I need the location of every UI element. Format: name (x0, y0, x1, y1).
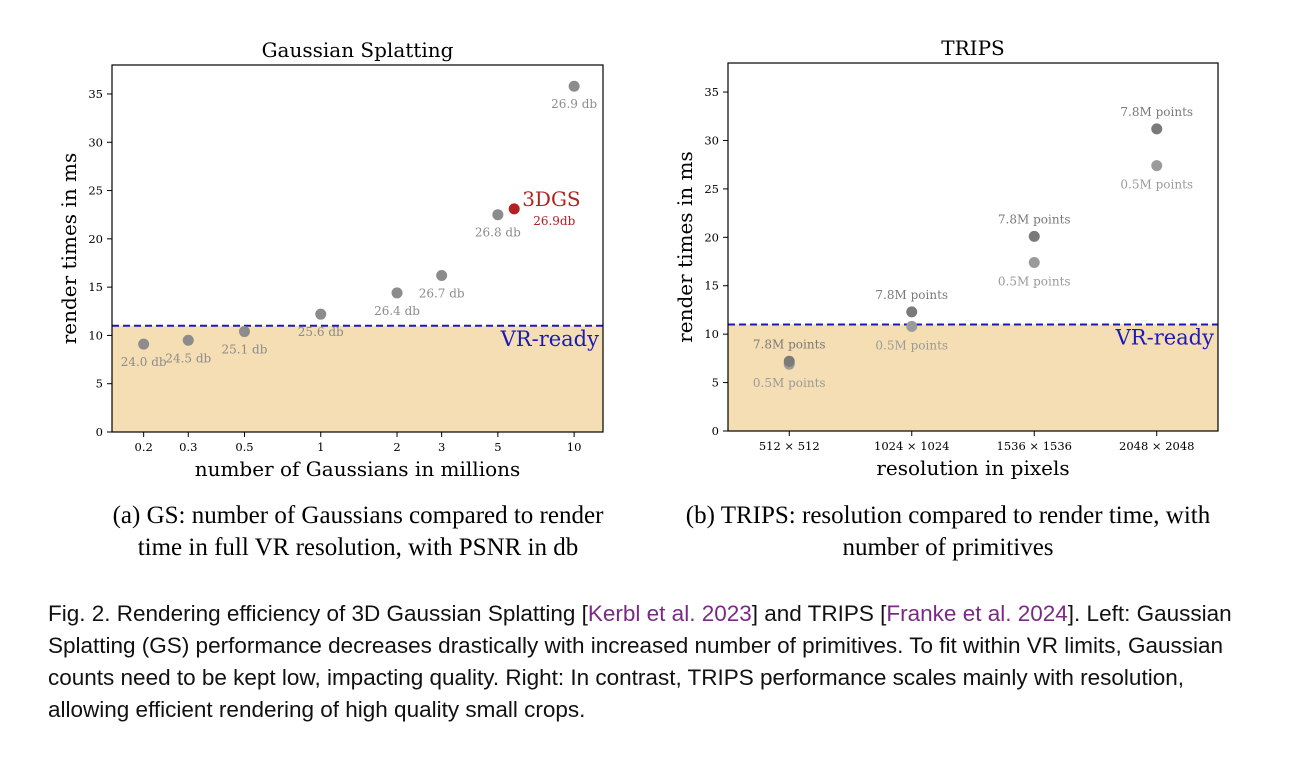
subcaption-a-line2: time in full VR resolution, with PSNR in… (137, 534, 579, 561)
data-label-7.8m: 7.8M points (875, 288, 948, 302)
caption-text-1: Fig. 2. Rendering efficiency of 3D Gauss… (48, 601, 588, 626)
data-point (182, 334, 194, 346)
vr-ready-region (728, 324, 1218, 431)
subcaption-b: (b) TRIPS: resolution compared to render… (648, 500, 1248, 564)
data-label-0.5m: 0.5M points (875, 338, 948, 352)
y-tick-label: 5 (96, 377, 103, 391)
citation-kerbl[interactable]: Kerbl et al. 2023 (587, 601, 752, 626)
data-label: 25.6 db (298, 325, 344, 339)
data-point (492, 209, 504, 221)
caption-text-2: ] and TRIPS [ (751, 601, 887, 626)
x-tick-label: 2 (393, 440, 400, 454)
chart-title: TRIPS (941, 36, 1004, 60)
highlight-label-3dgs: 26.9db (533, 214, 575, 228)
highlight-name-3dgs: 3DGS (522, 187, 580, 211)
highlight-point-3dgs (508, 203, 520, 215)
y-tick-label: 0 (712, 424, 719, 438)
x-axis-label: resolution in pixels (876, 456, 1069, 480)
data-label-0.5m: 0.5M points (1120, 178, 1193, 192)
subcaption-a-line1: (a) GS: number of Gaussians compared to … (112, 502, 604, 529)
data-point-0.5m (1028, 256, 1040, 268)
vr-ready-region (112, 325, 603, 432)
x-tick-label: 2048 × 2048 (1119, 439, 1194, 453)
data-point-0.5m (906, 320, 918, 332)
y-tick-label: 10 (88, 328, 103, 342)
data-label-7.8m: 7.8M points (998, 212, 1071, 226)
y-tick-label: 35 (88, 87, 103, 101)
data-point (436, 270, 448, 282)
x-tick-label: 0.2 (135, 440, 153, 454)
data-label: 25.1 db (222, 343, 268, 357)
y-tick-label: 20 (88, 232, 103, 246)
x-tick-label: 1536 × 1536 (997, 439, 1072, 453)
x-tick-label: 0.3 (179, 440, 197, 454)
data-label: 26.8 db (475, 226, 521, 240)
x-tick-label: 5 (494, 440, 501, 454)
data-point-7.8m (1028, 230, 1040, 242)
data-label: 26.9 db (551, 97, 597, 111)
data-label-0.5m: 0.5M points (753, 376, 826, 390)
data-point-0.5m (1151, 160, 1163, 172)
citation-franke[interactable]: Franke et al. 2024 (886, 601, 1068, 626)
data-label-7.8m: 7.8M points (1120, 105, 1193, 119)
y-tick-label: 35 (704, 85, 719, 99)
vr-ready-label: VR-ready (500, 327, 600, 351)
y-axis-label: render times in ms (673, 151, 697, 343)
y-tick-label: 15 (88, 280, 103, 294)
data-point (568, 80, 580, 92)
x-tick-label: 10 (567, 440, 582, 454)
subcaption-b-line1: (b) TRIPS: resolution compared to render… (685, 502, 1211, 529)
y-axis-label: render times in ms (57, 153, 81, 345)
data-point (315, 308, 327, 320)
data-point-7.8m (1151, 123, 1163, 135)
y-tick-label: 5 (712, 376, 719, 390)
data-point (391, 287, 403, 299)
y-tick-label: 0 (96, 425, 103, 439)
data-label: 24.5 db (165, 351, 211, 365)
data-label: 26.4 db (374, 304, 420, 318)
data-point (138, 338, 150, 350)
x-axis-label: number of Gaussians in millions (195, 457, 521, 481)
subcaption-b-line2: number of primitives (842, 534, 1054, 561)
x-tick-label: 0.5 (235, 440, 253, 454)
data-point (238, 326, 250, 338)
vr-ready-label: VR-ready (1115, 325, 1215, 349)
y-tick-label: 25 (88, 184, 103, 198)
subcaption-a: (a) GS: number of Gaussians compared to … (58, 500, 658, 564)
x-tick-label: 512 × 512 (759, 439, 820, 453)
y-tick-label: 20 (704, 230, 719, 244)
figure-caption: Fig. 2. Rendering efficiency of 3D Gauss… (48, 598, 1248, 726)
y-tick-label: 10 (704, 327, 719, 341)
y-tick-label: 30 (704, 133, 719, 147)
data-point-7.8m (783, 355, 795, 367)
chart-title: Gaussian Splatting (262, 38, 454, 62)
caption-text-3: ]. Left: Gaussian Splatting (GS) perform… (48, 601, 1232, 722)
data-label-0.5m: 0.5M points (998, 274, 1071, 288)
y-tick-label: 25 (704, 182, 719, 196)
x-tick-label: 1024 × 1024 (874, 439, 949, 453)
x-tick-label: 1 (317, 440, 324, 454)
y-tick-label: 30 (88, 135, 103, 149)
plot-frame (111, 64, 604, 433)
data-label-7.8m: 7.8M points (753, 337, 826, 351)
plot-frame (727, 62, 1219, 432)
y-tick-label: 15 (704, 279, 719, 293)
data-label: 24.0 db (121, 355, 167, 369)
chart-trips: 0 5 10 15 20 25 30 35 VR-ready TRIPS resolution in… (673, 36, 1219, 480)
x-tick-label: 3 (438, 440, 445, 454)
data-label: 26.7 db (419, 287, 465, 301)
data-point-7.8m (906, 306, 918, 318)
